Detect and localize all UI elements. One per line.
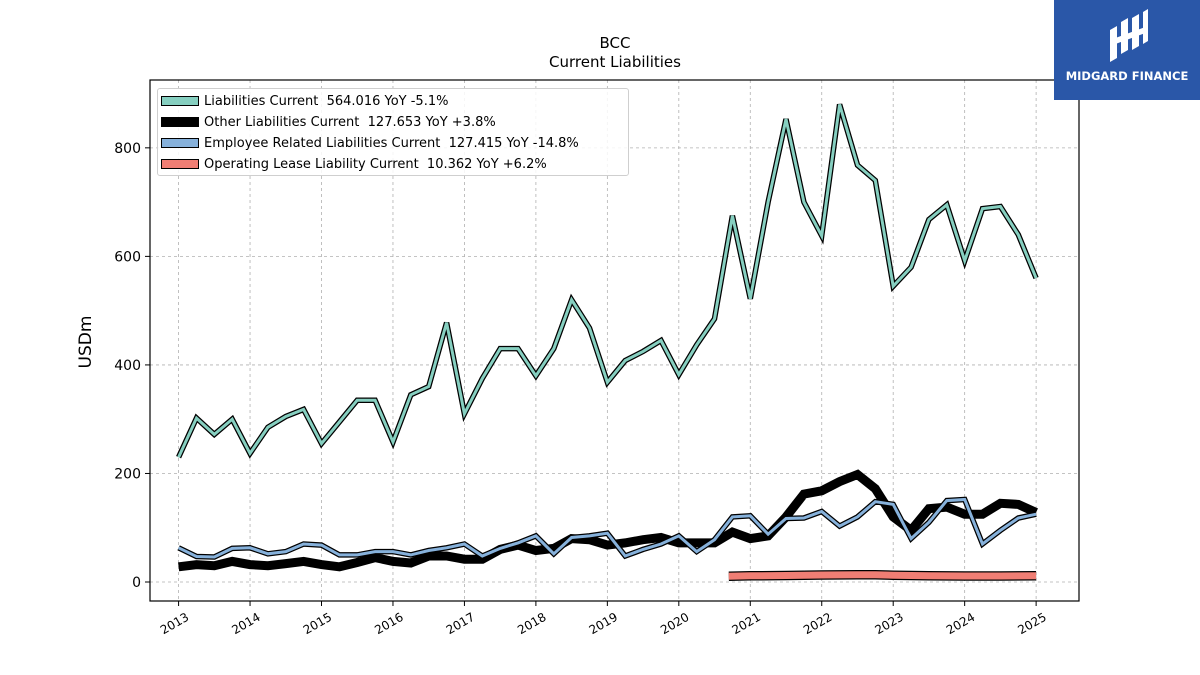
legend-item-liabilities-current: Liabilities Current 564.016 YoY -5.1%	[158, 91, 448, 111]
brand-name: MIDGARD FINANCE	[1065, 69, 1189, 83]
x-tick-label: 2024	[944, 610, 977, 637]
legend-item-employee-related-liabilities: Employee Related Liabilities Current 127…	[158, 133, 579, 153]
brand-logo: MIDGARD FINANCE	[1054, 0, 1200, 100]
legend-swatch	[161, 96, 199, 106]
legend-label: Employee Related Liabilities Current 127…	[204, 135, 579, 151]
legend-label: Liabilities Current 564.016 YoY -5.1%	[204, 93, 449, 109]
series-line-employee-related-liabilities	[177, 497, 1037, 559]
y-tick-label: 200	[114, 466, 141, 482]
x-tick-label: 2018	[515, 610, 548, 637]
x-tick-label: 2014	[229, 610, 262, 637]
chart-title: BCC	[600, 34, 631, 52]
x-tick-label: 2020	[658, 610, 691, 637]
series-lines	[176, 103, 1039, 582]
x-tick-label: 2023	[872, 610, 905, 637]
series-line-liabilities-current	[177, 103, 1038, 458]
legend-item-operating-lease-liability: Operating Lease Liability Current 10.362…	[158, 154, 547, 174]
legend-swatch	[161, 117, 199, 127]
legend-item-other-liabilities-current: Other Liabilities Current 127.653 YoY +3…	[158, 112, 496, 132]
legend-label: Other Liabilities Current 127.653 YoY +3…	[204, 114, 496, 130]
x-tick-label: 2015	[301, 610, 334, 637]
legend-label: Operating Lease Liability Current 10.362…	[204, 156, 547, 172]
y-tick-label: 400	[114, 358, 141, 374]
x-tick-label: 2021	[730, 610, 763, 637]
chart-subtitle: Current Liabilities	[549, 53, 681, 71]
series-line-operating-lease-liability	[728, 571, 1037, 580]
x-tick-label: 2022	[801, 610, 834, 637]
legend-swatch	[161, 159, 199, 169]
x-tick-label: 2019	[587, 610, 620, 637]
legend: Liabilities Current 564.016 YoY -5.1% Ot…	[157, 88, 629, 176]
legend-swatch	[161, 138, 199, 148]
x-tick-label: 2016	[372, 610, 405, 637]
x-tick-label: 2025	[1015, 610, 1048, 637]
y-axis-label: USDm	[76, 316, 96, 369]
y-tick-label: 600	[114, 249, 141, 265]
x-tick-label: 2017	[444, 610, 477, 637]
y-tick-label: 800	[114, 141, 141, 157]
x-tick-label: 2013	[158, 610, 191, 637]
series-line-other-liabilities-current	[178, 469, 1038, 572]
plot-frame	[149, 79, 1080, 602]
logo-mark-icon	[1110, 9, 1148, 62]
y-tick-label: 0	[132, 575, 141, 591]
